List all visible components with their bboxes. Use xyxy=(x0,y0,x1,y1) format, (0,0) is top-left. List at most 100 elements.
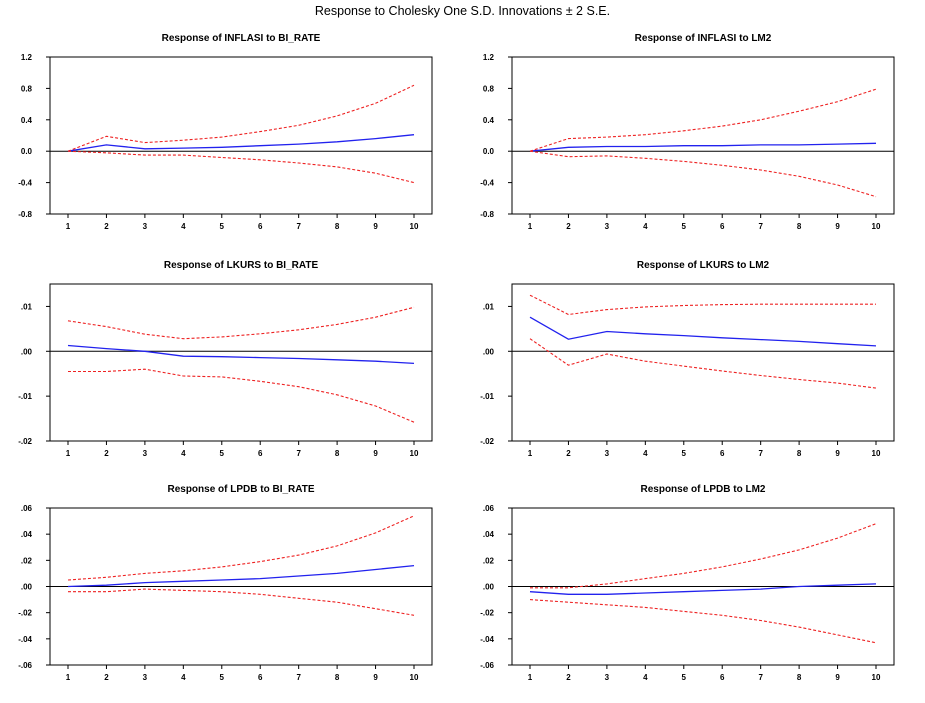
y-tick-label: -.01 xyxy=(480,392,494,401)
y-tick-label: -.02 xyxy=(480,437,494,446)
plot-frame xyxy=(511,56,895,215)
y-tick-label: -.02 xyxy=(18,609,32,618)
irf-panel: Response of INFLASI to BI_RATE -0.8 -0.4 0.… xyxy=(0,25,462,252)
x-tick-label: 8 xyxy=(335,449,340,458)
band-upper-line xyxy=(67,515,415,581)
x-tick-label: 6 xyxy=(258,449,263,458)
response-line xyxy=(529,316,877,347)
irf-chart: Response of LPDB to LM2 -.06 -.04 -.02 .00 .0… xyxy=(480,484,895,682)
x-tick-label: 8 xyxy=(797,673,802,682)
x-tick-label: 3 xyxy=(605,449,610,458)
plot-frame xyxy=(49,56,433,215)
y-tick-label: .04 xyxy=(483,530,495,539)
x-tick-label: 3 xyxy=(605,673,610,682)
irf-chart: Response of INFLASI to BI_RATE -0.8 -0.4 0.… xyxy=(18,33,433,231)
x-tick-label: 9 xyxy=(373,222,378,231)
irf-panel: Response of LPDB to LM2 -.06 -.04 -.02 .00 .0… xyxy=(462,476,924,703)
band-lower-line xyxy=(529,599,877,644)
y-tick-label: -0.8 xyxy=(18,210,32,219)
y-tick-label: -.06 xyxy=(18,661,32,670)
band-lower-line xyxy=(68,588,415,616)
irf-panel: Response of LKURS to LM2 -.02 -.01 .00 .01 1 2… xyxy=(462,252,924,479)
x-tick-label: 4 xyxy=(181,673,186,682)
x-tick-label: 2 xyxy=(566,222,571,231)
x-tick-label: 1 xyxy=(528,222,533,231)
x-tick-label: 8 xyxy=(797,222,802,231)
irf-chart: Response of LKURS to LM2 -.02 -.01 .00 .01 1 2… xyxy=(480,260,895,458)
x-tick-label: 8 xyxy=(335,222,340,231)
x-tick-label: 10 xyxy=(872,222,881,231)
y-tick-label: .02 xyxy=(21,556,33,565)
chart-title: Response of LPDB to BI_RATE xyxy=(167,484,314,495)
x-tick-label: 10 xyxy=(872,449,881,458)
x-tick-label: 7 xyxy=(758,673,763,682)
x-tick-label: 2 xyxy=(566,673,571,682)
band-upper-line xyxy=(529,294,876,316)
x-tick-label: 2 xyxy=(566,449,571,458)
x-tick-label: 10 xyxy=(410,222,419,231)
y-tick-label: .01 xyxy=(483,302,495,311)
chart-title: Response of INFLASI to BI_RATE xyxy=(162,33,321,44)
y-tick-label: .04 xyxy=(21,530,33,539)
x-tick-label: 6 xyxy=(720,673,725,682)
x-tick-label: 5 xyxy=(220,222,225,231)
x-tick-label: 2 xyxy=(104,673,109,682)
y-tick-label: -.04 xyxy=(480,635,494,644)
x-tick-label: 7 xyxy=(296,673,301,682)
x-tick-label: 8 xyxy=(335,673,340,682)
x-tick-label: 8 xyxy=(797,449,802,458)
x-tick-label: 9 xyxy=(373,673,378,682)
chart-title: Response of LKURS to BI_RATE xyxy=(164,260,319,271)
irf-chart: Response of LKURS to BI_RATE -.02 -.01 .00.… xyxy=(18,260,433,458)
chart-title: Response of INFLASI to LM2 xyxy=(635,33,772,44)
x-tick-label: 9 xyxy=(835,449,840,458)
y-tick-label: .00 xyxy=(483,347,495,356)
plot-frame xyxy=(511,283,895,442)
x-tick-label: 10 xyxy=(872,673,881,682)
y-tick-label: .02 xyxy=(483,556,495,565)
x-tick-label: 1 xyxy=(528,449,533,458)
x-tick-label: 1 xyxy=(528,673,533,682)
x-tick-label: 1 xyxy=(66,222,71,231)
x-tick-label: 7 xyxy=(296,449,301,458)
x-tick-label: 9 xyxy=(835,673,840,682)
x-tick-label: 9 xyxy=(373,449,378,458)
band-lower-line xyxy=(529,338,877,389)
x-tick-label: 5 xyxy=(682,222,687,231)
x-tick-label: 3 xyxy=(605,222,610,231)
x-tick-label: 6 xyxy=(258,222,263,231)
response-line xyxy=(67,344,415,365)
x-tick-label: 10 xyxy=(410,449,419,458)
y-tick-label: -.01 xyxy=(18,392,32,401)
y-tick-label: 0.8 xyxy=(21,84,33,93)
response-line xyxy=(67,134,415,152)
y-tick-label: -0.8 xyxy=(480,210,494,219)
figure-title: Response to Cholesky One S.D. Innovation… xyxy=(314,4,611,18)
x-tick-label: 3 xyxy=(143,449,148,458)
x-tick-label: 4 xyxy=(181,449,186,458)
y-tick-label: 0.0 xyxy=(483,147,495,156)
response-line xyxy=(529,142,877,152)
irf-chart: Response of LPDB to BI_RATE -.06 -.04 -.02.… xyxy=(18,484,433,682)
y-tick-label: .00 xyxy=(21,583,33,592)
y-tick-label: 0.0 xyxy=(21,147,33,156)
y-tick-label: 0.4 xyxy=(21,116,33,125)
band-lower-line xyxy=(529,150,877,198)
band-upper-line xyxy=(529,88,877,152)
x-tick-label: 2 xyxy=(104,222,109,231)
band-upper-line xyxy=(530,523,877,589)
y-tick-label: .06 xyxy=(21,504,33,513)
x-tick-label: 9 xyxy=(835,222,840,231)
band-upper-line xyxy=(67,84,415,152)
y-tick-label: 0.8 xyxy=(483,84,495,93)
x-tick-label: 5 xyxy=(682,449,687,458)
y-tick-label: 1.2 xyxy=(483,53,495,62)
x-tick-label: 5 xyxy=(220,673,225,682)
x-tick-label: 1 xyxy=(66,449,71,458)
x-tick-label: 7 xyxy=(758,449,763,458)
y-tick-label: -0.4 xyxy=(18,179,32,188)
x-tick-label: 5 xyxy=(682,673,687,682)
y-tick-label: -.04 xyxy=(18,635,32,644)
y-tick-label: 0.4 xyxy=(483,116,495,125)
x-tick-label: 4 xyxy=(181,222,186,231)
